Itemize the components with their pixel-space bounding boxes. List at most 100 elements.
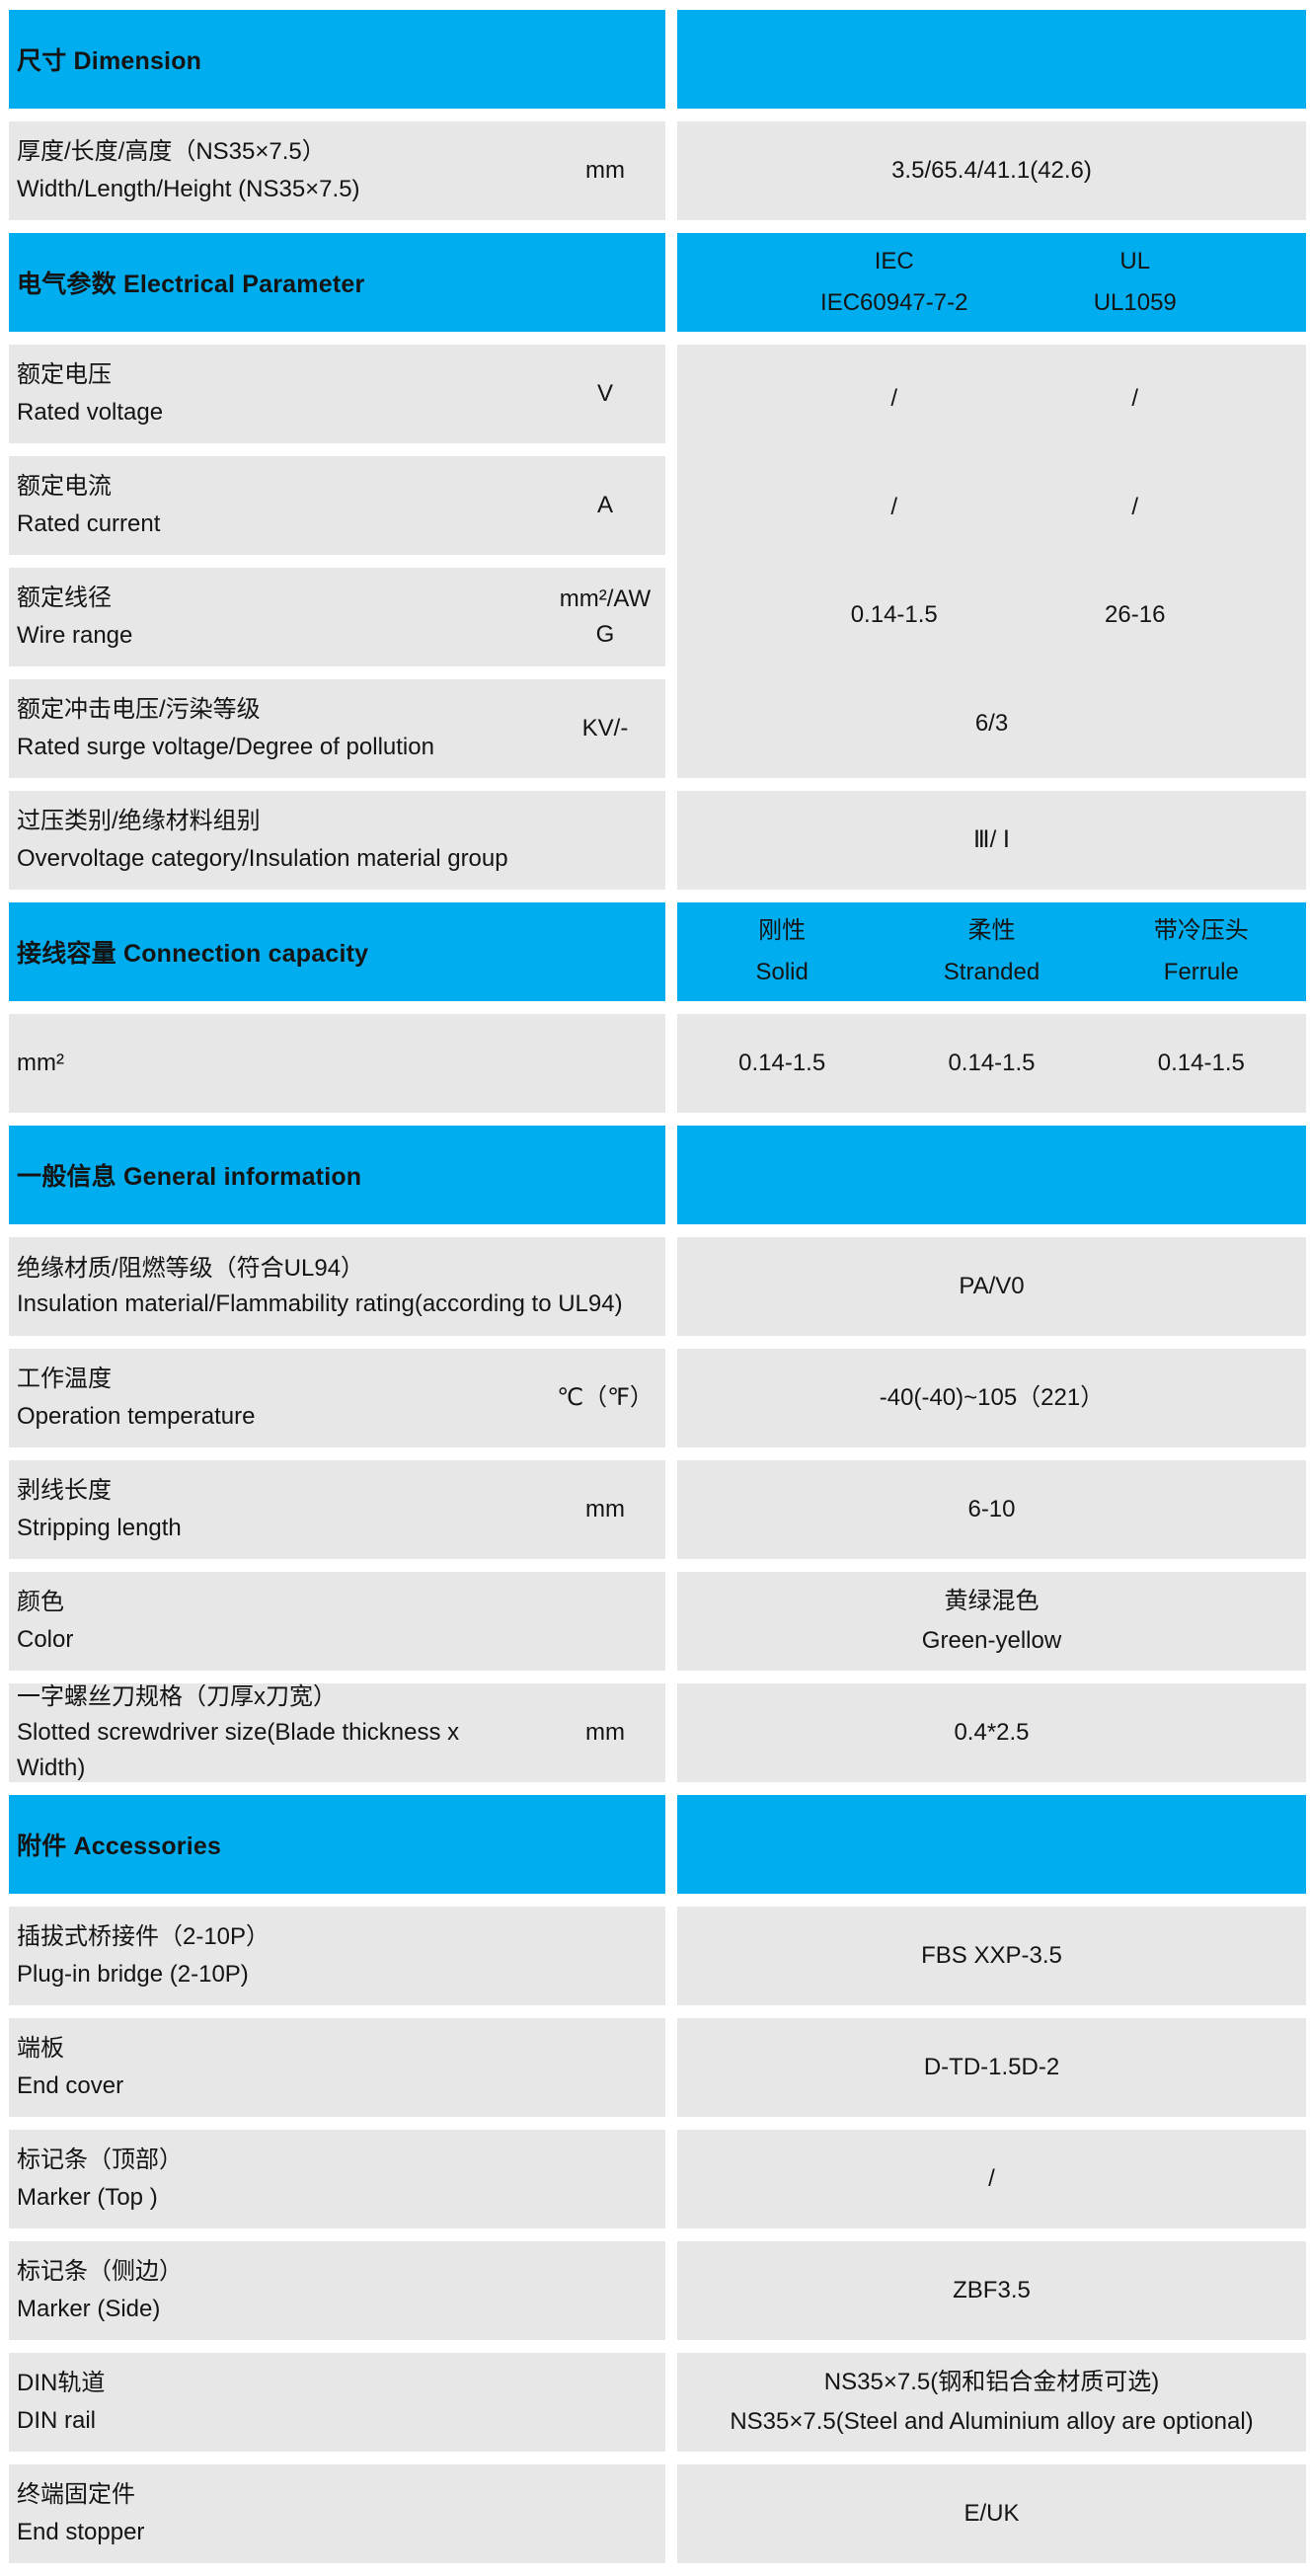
label-cn: DIN轨道 [17, 2370, 106, 2396]
wire-range-values: 0.14-1.5 26-16 [677, 562, 1306, 670]
column-header-ul: UL UL1059 [1093, 248, 1177, 316]
label-cn: 额定线径 [17, 585, 112, 611]
label-en: Operation temperature [17, 1403, 256, 1430]
dimension-label: 厚度/长度/高度（NS35×7.5） Width/Length/Height (… [9, 121, 665, 220]
value-merged: 6/3 [974, 710, 1009, 738]
label-cn: 端板 [17, 2035, 64, 2062]
stripping-length-value: 6-10 [677, 1460, 1306, 1559]
dimension-value: 3.5/65.4/41.1(42.6) [677, 121, 1306, 220]
temperature-unit: ℃（℉） [557, 1384, 654, 1411]
value-en: NS35×7.5(Steel and Aluminium alloy are o… [730, 2408, 1254, 2435]
label-en: End cover [17, 2072, 124, 2099]
table-row-overvoltage: 过压类别/绝缘材料组别 Overvoltage category/Insulat… [9, 791, 1306, 890]
rated-current-unit: A [596, 492, 613, 518]
table-row-rated-current: 额定电流 Rated current A [9, 456, 665, 555]
value-iec: / [890, 493, 898, 520]
value-solid: 0.14-1.5 [738, 1050, 826, 1076]
value-ul: / [1131, 493, 1139, 520]
surge-voltage-value: 6/3 [677, 669, 1306, 778]
connection-values: 0.14-1.5 0.14-1.5 0.14-1.5 [677, 1014, 1306, 1113]
label-en: Rated voltage [17, 399, 164, 426]
table-row-end-cover: 端板 End cover D-TD-1.5D-2 [9, 2018, 1306, 2117]
general-header-spacer [677, 1126, 1306, 1224]
section-header-electrical: 电气参数 Electrical Parameter IEC IEC60947-7… [9, 233, 1306, 332]
label-cn: 标记条（顶部） [17, 2147, 183, 2173]
electrical-section: 额定电压 Rated voltage V 额定电流 Rated current … [9, 345, 1306, 778]
column-header-ferrule: 带冷压头 Ferrule [1153, 917, 1249, 985]
label-cn: 颜色 [17, 1589, 64, 1615]
value-iec: / [890, 384, 898, 412]
label-en: Slotted screwdriver size(Blade thickness… [17, 1719, 460, 1781]
surge-voltage-unit: KV/- [581, 715, 629, 742]
label-cn: 工作温度 [17, 1366, 112, 1392]
label-en: Rated current [17, 510, 161, 537]
label-cn: 额定电流 [17, 473, 112, 500]
section-header-dimension: 尺寸 Dimension [9, 10, 1306, 109]
label-cn: 额定电压 [17, 361, 112, 388]
label-cn: 插拔式桥接件（2-10P） [17, 1923, 270, 1950]
table-row-insulation: 绝缘材质/阻燃等级（符合UL94） Insulation material/Fl… [9, 1237, 1306, 1336]
label-cn: 绝缘材质/阻燃等级（符合UL94） [17, 1255, 365, 1282]
value-ul: / [1131, 384, 1139, 412]
table-row-connection-capacity: mm² 0.14-1.5 0.14-1.5 0.14-1.5 [9, 1014, 1306, 1113]
column-header-solid: 刚性 Solid [755, 917, 809, 985]
electrical-values-merged-cell: / / / / 0.14-1.5 26-16 6/3 [677, 345, 1306, 778]
insulation-value: PA/V0 [677, 1237, 1306, 1336]
label-cn: 一字螺丝刀规格（刀厚x刀宽） [17, 1683, 337, 1710]
connection-header-columns: 刚性 Solid 柔性 Stranded 带冷压头 Ferrule [677, 902, 1306, 1001]
electrical-header-columns: IEC IEC60947-7-2 UL UL1059 [677, 233, 1306, 332]
value-ferrule: 0.14-1.5 [1157, 1050, 1245, 1076]
label-en: End stopper [17, 2519, 145, 2545]
label-en: Width/Length/Height (NS35×7.5) [17, 176, 360, 202]
label-en: Stripping length [17, 1515, 182, 1541]
label-cn: 厚度/长度/高度（NS35×7.5） [17, 138, 326, 165]
electrical-header-title: 电气参数 Electrical Parameter [9, 233, 665, 332]
column-header-stranded: 柔性 Stranded [943, 917, 1040, 985]
rated-voltage-values: / / [677, 345, 1306, 453]
color-value: 黄绿混色 Green-yellow [677, 1572, 1306, 1671]
value-stranded: 0.14-1.5 [948, 1050, 1036, 1076]
section-header-general: 一般信息 General information [9, 1126, 1306, 1224]
overvoltage-value: Ⅲ/ Ⅰ [677, 791, 1306, 890]
table-row-plugin-bridge: 插拔式桥接件（2-10P） Plug-in bridge (2-10P) FBS… [9, 1907, 1306, 2005]
end-stopper-value: E/UK [677, 2464, 1306, 2563]
stripping-length-unit: mm [585, 1496, 625, 1522]
label-en: Overvoltage category/Insulation material… [17, 845, 508, 872]
label-mm2: mm² [17, 1050, 64, 1076]
table-row-rated-voltage: 额定电压 Rated voltage V [9, 345, 665, 443]
table-row-color: 颜色 Color 黄绿混色 Green-yellow [9, 1572, 1306, 1671]
label-en: Wire range [17, 622, 133, 649]
label-cn: 标记条（侧边） [17, 2258, 183, 2285]
table-row-stripping-length: 剥线长度 Stripping length mm 6-10 [9, 1460, 1306, 1559]
marker-side-value: ZBF3.5 [677, 2241, 1306, 2340]
table-row-wire-range: 额定线径 Wire range mm²/AWG [9, 568, 665, 666]
table-row-surge-voltage: 额定冲击电压/污染等级 Rated surge voltage/Degree o… [9, 679, 665, 778]
value-ul: 26-16 [1105, 601, 1166, 629]
dimension-header-spacer [677, 10, 1306, 109]
value-cn: NS35×7.5(钢和铝合金材质可选) [823, 2369, 1160, 2395]
table-row-screwdriver: 一字螺丝刀规格（刀厚x刀宽） Slotted screwdriver size(… [9, 1683, 1306, 1782]
connection-header-title: 接线容量 Connection capacity [9, 902, 665, 1001]
value-cn: 黄绿混色 [944, 1588, 1040, 1614]
value-iec: 0.14-1.5 [850, 601, 938, 629]
label-en: Plug-in bridge (2-10P) [17, 1961, 249, 1988]
wire-range-unit: mm²/AWG [559, 585, 652, 648]
general-header-title: 一般信息 General information [9, 1126, 665, 1224]
label-en: DIN rail [17, 2407, 97, 2434]
section-header-accessories: 附件 Accessories [9, 1795, 1306, 1894]
rated-current-values: / / [677, 453, 1306, 562]
rated-voltage-unit: V [596, 380, 613, 407]
marker-top-value: / [677, 2130, 1306, 2228]
table-row-temperature: 工作温度 Operation temperature ℃（℉） -40(-40)… [9, 1349, 1306, 1447]
table-row-din-rail: DIN轨道 DIN rail NS35×7.5(钢和铝合金材质可选) NS35×… [9, 2353, 1306, 2452]
plugin-bridge-value: FBS XXP-3.5 [677, 1907, 1306, 2005]
section-header-connection: 接线容量 Connection capacity 刚性 Solid 柔性 Str… [9, 902, 1306, 1001]
label-en: Marker (Top ) [17, 2184, 158, 2211]
label-en: Insulation material/Flammability rating(… [17, 1290, 623, 1317]
label-cn: 剥线长度 [17, 1477, 112, 1504]
screwdriver-unit: mm [585, 1719, 625, 1746]
label-cn: 过压类别/绝缘材料组别 [17, 808, 261, 834]
spec-table: 尺寸 Dimension 厚度/长度/高度（NS35×7.5） Width/Le… [9, 10, 1306, 2576]
table-row-end-stopper: 终端固定件 End stopper E/UK [9, 2464, 1306, 2563]
value-en: Green-yellow [921, 1627, 1062, 1654]
